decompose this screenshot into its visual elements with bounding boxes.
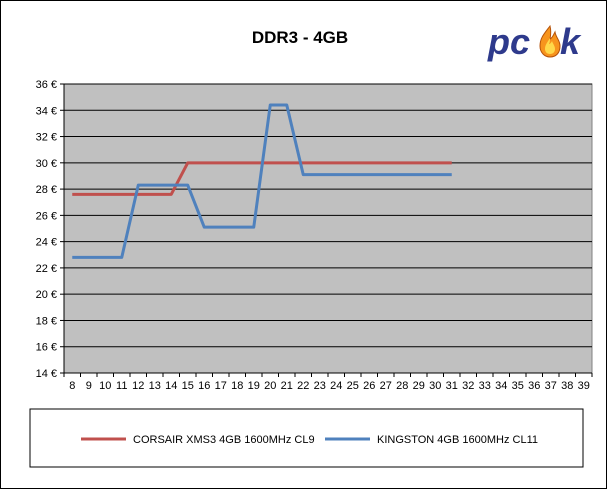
chart-title: DDR3 - 4GB <box>252 28 348 47</box>
x-tick-label: 12 <box>132 380 144 392</box>
x-tick-label: 10 <box>99 380 111 392</box>
x-tick-label: 36 <box>528 380 540 392</box>
x-tick-label: 13 <box>149 380 161 392</box>
series-lines <box>72 103 452 259</box>
x-tick-label: 20 <box>264 380 276 392</box>
x-tick-label: 34 <box>495 380 507 392</box>
x-tick-label: 15 <box>182 380 194 392</box>
flame-icon <box>539 24 561 58</box>
x-tick-label: 21 <box>281 380 293 392</box>
x-tick-label: 14 <box>165 380 177 392</box>
x-tick-label: 17 <box>215 380 227 392</box>
x-tick-label: 8 <box>69 380 75 392</box>
x-tick-label: 32 <box>462 380 474 392</box>
x-tick-label: 33 <box>479 380 491 392</box>
y-tick-label: 20 € <box>36 289 57 301</box>
x-tick-label: 16 <box>198 380 210 392</box>
pcsk-logo: pc k <box>487 21 582 62</box>
x-tick-label: 9 <box>86 380 92 392</box>
x-tick-label: 11 <box>116 380 127 392</box>
x-tick-label: 18 <box>231 380 243 392</box>
x-tick-label: 25 <box>347 380 359 392</box>
y-tick-label: 22 € <box>36 263 57 275</box>
y-axis: 14 € 16 € 18 € 20 € 22 € 24 € 26 € 28 € 30 € 32 €… <box>36 79 65 380</box>
x-tick-label: 28 <box>396 380 408 392</box>
y-tick-label: 28 € <box>36 184 57 196</box>
y-tick-label: 26 € <box>36 210 57 222</box>
legend: CORSAIR XMS3 4GB 1600MHz CL9 KINGSTON 4G… <box>29 408 584 468</box>
series-line-kingston <box>72 103 452 259</box>
x-tick-label: 35 <box>512 380 524 392</box>
y-tick-label: 36 € <box>36 79 57 91</box>
x-axis: 8 9 10 11 12 13 14 15 16 17 18 19 20 21 22 23 24 25 26 27 28… <box>63 372 593 392</box>
x-tick-label: 30 <box>429 380 441 392</box>
x-tick-label: 31 <box>446 380 458 392</box>
x-tick-label: 24 <box>330 380 342 392</box>
x-tick-label: 26 <box>363 380 375 392</box>
x-tick-label: 23 <box>314 380 326 392</box>
y-tick-label: 24 € <box>36 237 57 249</box>
x-tick-label: 39 <box>578 380 590 392</box>
plot-background <box>63 83 593 374</box>
x-tick-label: 29 <box>413 380 425 392</box>
y-tick-label: 16 € <box>36 342 57 354</box>
y-tick-label: 14 € <box>36 368 57 380</box>
x-tick-label: 27 <box>380 380 392 392</box>
legend-label-corsair: CORSAIR XMS3 4GB 1600MHz CL9 <box>133 434 315 446</box>
x-tick-label: 37 <box>545 380 557 392</box>
y-tick-label: 34 € <box>36 105 57 117</box>
plot-area: 14 € 16 € 18 € 20 € 22 € 24 € 26 € 28 € 30 € 32 €… <box>36 79 593 392</box>
x-tick-label: 38 <box>561 380 573 392</box>
x-tick-label: 19 <box>248 380 260 392</box>
logo-letters: pc <box>487 21 530 62</box>
x-tick-label: 22 <box>297 380 309 392</box>
logo-letters-end: k <box>560 21 582 62</box>
legend-label-kingston: KINGSTON 4GB 1600MHz CL11 <box>377 434 538 446</box>
y-tick-label: 32 € <box>36 132 57 144</box>
y-tick-label: 30 € <box>36 158 57 170</box>
y-tick-label: 18 € <box>36 315 57 327</box>
